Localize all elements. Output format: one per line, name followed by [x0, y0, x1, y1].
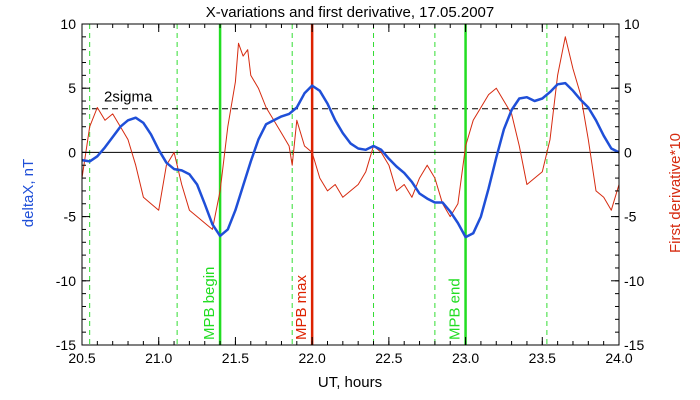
chart-title: X-variations and first derivative, 17.05…	[206, 4, 495, 21]
x-tick-label-2: 21.5	[222, 350, 249, 366]
y-tick-label-left-1: -10	[56, 273, 76, 289]
x-tick-label-1: 21.0	[145, 350, 172, 366]
y-tick-label-right-0: -15	[624, 337, 644, 353]
x-tick-label-7: 24.0	[605, 350, 632, 366]
plot-frame	[81, 23, 620, 346]
y-tick-label-right-3: 0	[624, 144, 632, 160]
y-tick-label-right-1: -10	[624, 273, 644, 289]
y-tick-label-left-2: -5	[64, 209, 77, 225]
x-tick-label-3: 22.0	[299, 350, 326, 366]
y-tick-label-left-0: -15	[56, 337, 76, 353]
x-tick-label-4: 22.5	[375, 350, 402, 366]
x-tick-label-0: 20.5	[68, 350, 95, 366]
y-tick-label-left-5: 10	[60, 16, 76, 32]
y-tick-label-right-4: 5	[624, 80, 632, 96]
x-tick-label-5: 23.0	[452, 350, 479, 366]
y-axis-right-title: First derivative*10	[667, 133, 684, 253]
y-tick-label-left-3: 0	[68, 144, 76, 160]
y-axis-left-title: deltaX, nT	[20, 159, 37, 227]
y-tick-label-right-5: 10	[624, 16, 640, 32]
marker-label-2: MPB end	[447, 278, 464, 340]
series-line-deltaX	[81, 81, 620, 239]
y-tick-label-right-2: -5	[624, 209, 637, 225]
series-line-derivative	[81, 36, 620, 230]
marker-label-0: MPB begin	[201, 267, 218, 340]
marker-label-1: MPB max	[293, 274, 310, 340]
two-sigma-label: 2sigma	[104, 89, 153, 106]
x-axis-title: UT, hours	[318, 374, 382, 391]
x-tick-label-6: 23.5	[529, 350, 556, 366]
y-tick-label-left-4: 5	[68, 80, 76, 96]
